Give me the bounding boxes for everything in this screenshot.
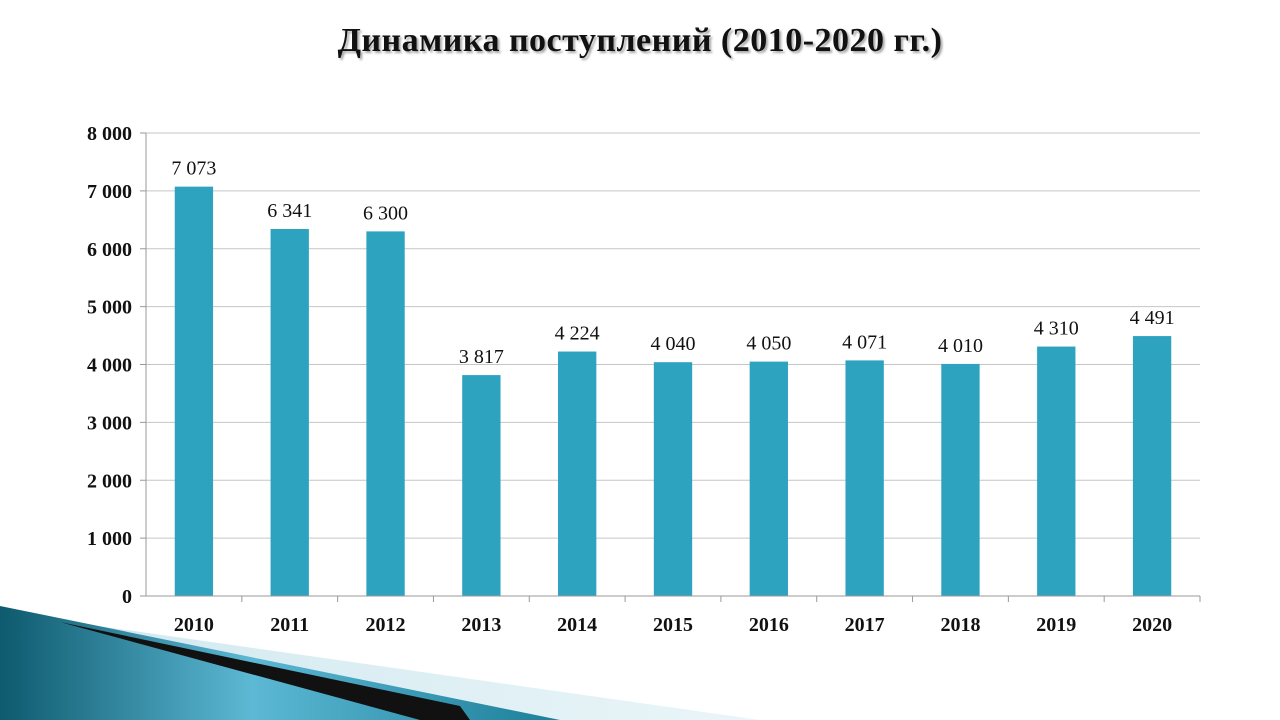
data-label: 4 050	[746, 333, 791, 355]
y-tick-label: 4 000	[87, 355, 132, 377]
x-tick-label: 2014	[557, 614, 597, 636]
bar	[1132, 336, 1172, 596]
y-tick-label: 8 000	[87, 123, 132, 145]
data-label: 4 224	[555, 323, 600, 345]
axes	[140, 132, 1201, 602]
data-label: 4 010	[938, 335, 983, 357]
y-tick-label: 2 000	[87, 470, 132, 492]
page-title: Динамика поступлений (2010-2020 гг.)	[337, 22, 943, 59]
data-label: 4 310	[1034, 318, 1079, 340]
bar	[653, 362, 693, 596]
x-tick-label: 2010	[174, 614, 214, 636]
labels: 0 1 000 2 000 3 000 4 000 5 000 6 000 7 000 8 00…	[87, 123, 1175, 636]
decor-teal-wedge	[0, 606, 560, 720]
data-label: 4 040	[651, 333, 696, 355]
y-tick-label: 6 000	[87, 239, 132, 261]
data-label: 7 073	[171, 158, 216, 180]
x-tick-label: 2017	[845, 614, 885, 636]
x-tick-label: 2011	[270, 614, 309, 636]
bar	[558, 351, 597, 596]
x-tick-label: 2015	[653, 614, 693, 636]
x-tick-label: 2018	[940, 614, 980, 636]
y-tick-label: 0	[122, 586, 132, 608]
bar	[845, 360, 884, 596]
y-tick-label: 1 000	[87, 528, 132, 550]
bar	[270, 229, 309, 596]
bar	[462, 375, 501, 596]
bars	[174, 186, 1172, 596]
y-tick-label: 3 000	[87, 412, 132, 434]
data-label: 6 300	[363, 202, 408, 224]
decor-black-stroke	[60, 622, 470, 720]
data-label: 6 341	[267, 200, 312, 222]
bar	[749, 361, 788, 596]
bar	[1037, 346, 1076, 596]
data-label: 3 817	[459, 346, 504, 368]
y-tick-label: 7 000	[87, 181, 132, 203]
y-tick-label: 5 000	[87, 297, 132, 319]
x-tick-label: 2016	[749, 614, 789, 636]
bar	[366, 231, 405, 596]
data-label: 4 491	[1130, 307, 1175, 329]
bar	[941, 363, 980, 596]
x-tick-label: 2013	[461, 614, 501, 636]
x-tick-label: 2012	[366, 614, 406, 636]
data-label: 4 071	[842, 331, 887, 353]
x-tick-label: 2020	[1132, 614, 1172, 636]
x-tick-label: 2019	[1036, 614, 1076, 636]
bar	[174, 186, 214, 596]
